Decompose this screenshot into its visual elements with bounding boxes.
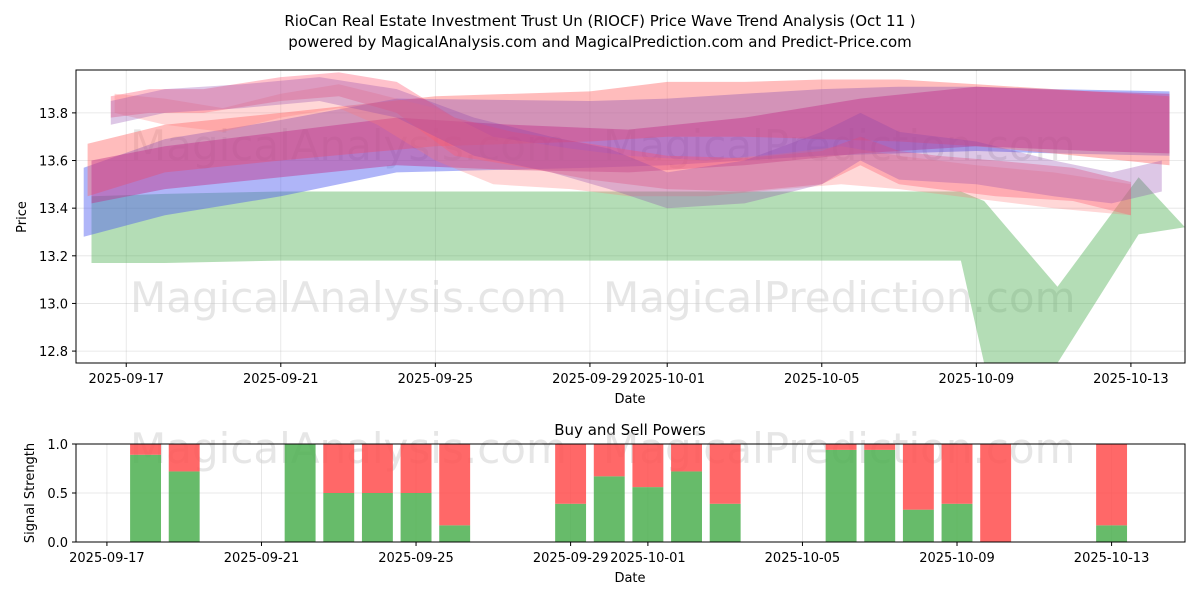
sell-power-bar	[941, 444, 973, 504]
power-x-axis-label: Date	[614, 571, 645, 586]
price-x-axis-label: Date	[614, 392, 645, 407]
buy-power-bar	[361, 493, 393, 542]
price-y-tick-label: 13.4	[39, 202, 68, 217]
sell-power-bar	[555, 444, 587, 504]
buy-power-bar	[1096, 525, 1128, 542]
power-x-tick-label: 2025-09-17	[69, 551, 145, 566]
price-x-tick-label: 2025-09-25	[398, 372, 474, 387]
buy-power-bar	[709, 503, 741, 542]
sell-power-bar	[709, 444, 741, 504]
price-y-axis-label: Price	[15, 201, 30, 233]
buy-power-bar	[439, 525, 471, 542]
price-x-tick-label: 2025-10-01	[629, 372, 705, 387]
sell-power-bar	[825, 444, 857, 450]
power-x-tick-label: 2025-09-29	[533, 551, 609, 566]
price-watermarks: MagicalAnalysis.com MagicalPrediction.com…	[130, 121, 1076, 322]
price-x-tick-label: 2025-10-09	[939, 372, 1015, 387]
buy-power-bar	[864, 449, 896, 542]
buy-power-bar	[902, 509, 934, 542]
price-y-tick-label: 13.2	[39, 250, 68, 265]
blue-band	[83, 86, 1170, 237]
chart-title: RioCan Real Estate Investment Trust Un (…	[284, 12, 915, 30]
power-x-tick-label: 2025-10-05	[765, 551, 841, 566]
price-y-tick-label: 13.0	[39, 297, 68, 312]
red-band-upper	[87, 79, 1170, 197]
wave-red-2	[114, 84, 1131, 216]
sell-power-bar	[439, 444, 471, 526]
sell-power-bar	[671, 444, 702, 472]
price-plot-frame	[75, 69, 1186, 364]
wave-purple	[110, 77, 1162, 209]
magenta-band	[91, 86, 1170, 204]
buy-sell-chart: Buy and Sell Powers MagicalAnalysis.comM…	[23, 421, 1186, 586]
buy-power-bar	[130, 454, 162, 542]
sell-power-bar	[632, 444, 664, 488]
sell-power-bar	[902, 444, 934, 510]
price-x-tick-label: 2025-10-13	[1093, 372, 1169, 387]
sell-power-bar	[168, 444, 200, 472]
buy-power-bar	[323, 493, 355, 542]
buy-power-bar	[825, 449, 857, 542]
price-watermark: MagicalPrediction.com	[603, 273, 1076, 322]
buy-power-bar	[284, 444, 316, 542]
sell-power-bar	[980, 444, 1012, 542]
price-watermark: MagicalPrediction.com	[603, 121, 1076, 170]
power-x-tick-label: 2025-09-21	[224, 551, 300, 566]
price-x-ticks: 2025-09-17 2025-09-21 2025-09-25 2025-09-29…	[88, 363, 1169, 387]
price-y-tick-label: 13.6	[39, 155, 68, 170]
sell-power-bar	[593, 444, 625, 477]
price-x-tick-label: 2025-10-05	[784, 372, 860, 387]
power-x-tick-label: 2025-09-25	[378, 551, 454, 566]
chart-subtitle: powered by MagicalAnalysis.com and Magic…	[288, 33, 912, 51]
price-watermark: MagicalAnalysis.com	[130, 121, 567, 170]
sell-power-bar	[864, 444, 896, 450]
price-x-tick-label: 2025-09-29	[552, 372, 628, 387]
price-y-tick-label: 12.8	[39, 345, 68, 360]
power-y-tick-label: 0.5	[47, 487, 68, 502]
power-y-axis-label: Signal Strength	[23, 443, 38, 543]
power-x-tick-label: 2025-10-01	[610, 551, 686, 566]
price-x-tick-label: 2025-09-17	[88, 372, 164, 387]
power-y-ticks: 0.0 0.5 1.0	[47, 438, 76, 551]
buy-power-bar	[555, 503, 587, 542]
power-x-ticks: 2025-09-17 2025-09-21 2025-09-25 2025-09-29…	[69, 542, 1149, 566]
power-x-tick-label: 2025-10-13	[1074, 551, 1150, 566]
power-y-tick-label: 1.0	[47, 438, 68, 453]
price-y-ticks: 12.8 13.0 13.2 13.4 13.6 13.8	[39, 107, 76, 360]
price-wave-chart: MagicalAnalysis.com MagicalPrediction.com…	[15, 69, 1186, 407]
sell-power-bar	[323, 444, 355, 493]
price-bands	[83, 72, 1185, 363]
buy-power-bar	[593, 476, 625, 542]
buy-power-bar	[941, 503, 973, 542]
sell-power-bar	[361, 444, 393, 493]
price-watermark: MagicalAnalysis.com	[130, 273, 567, 322]
buy-power-bar	[671, 471, 702, 542]
sell-power-bar	[400, 444, 432, 493]
sell-power-bar	[130, 444, 162, 455]
buy-sell-title: Buy and Sell Powers	[554, 421, 706, 439]
price-gridlines	[76, 70, 1185, 363]
buy-power-bar	[168, 471, 200, 542]
power-x-tick-label: 2025-10-09	[919, 551, 995, 566]
sell-power-bar	[1096, 444, 1128, 526]
price-x-tick-label: 2025-09-21	[243, 372, 319, 387]
buy-power-bar	[400, 493, 432, 542]
power-bars	[130, 444, 1128, 542]
green-band	[91, 177, 1185, 363]
power-y-tick-label: 0.0	[47, 536, 68, 551]
price-y-tick-label: 13.8	[39, 107, 68, 122]
buy-power-bar	[632, 487, 664, 542]
